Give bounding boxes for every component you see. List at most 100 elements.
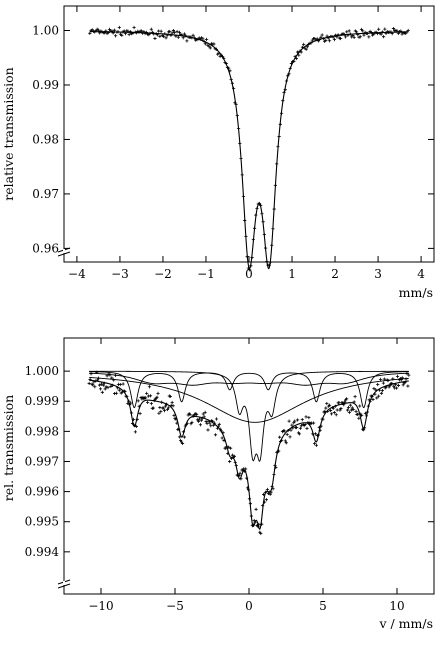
- data-point: [175, 30, 179, 34]
- data-point: [114, 34, 118, 38]
- x-tick-label: 0: [245, 267, 253, 281]
- data-point: [199, 418, 203, 422]
- data-point: [386, 378, 390, 383]
- data-point: [134, 424, 138, 429]
- data-point: [164, 36, 168, 40]
- data-point: [297, 432, 302, 436]
- data-point: [329, 412, 334, 416]
- data-point: [285, 432, 289, 437]
- y-tick-label: 0.97: [32, 187, 59, 201]
- data-point: [178, 435, 182, 439]
- data-point: [293, 419, 297, 423]
- data-point: [162, 406, 166, 410]
- data-point: [217, 422, 221, 426]
- bottom-subspectra: [89, 370, 409, 462]
- data-point: [254, 507, 258, 511]
- x-tick-label: −10: [88, 599, 113, 613]
- data-point: [283, 439, 287, 443]
- data-point: [140, 397, 144, 401]
- data-point: [345, 30, 349, 34]
- data-point: [391, 377, 395, 381]
- data-point: [170, 400, 174, 405]
- data-point: [173, 30, 177, 34]
- data-point: [229, 446, 233, 450]
- data-point: [103, 387, 107, 391]
- data-point: [120, 390, 124, 394]
- data-point: [168, 394, 172, 399]
- data-point: [298, 426, 302, 430]
- data-point: [376, 382, 380, 387]
- data-point: [110, 376, 114, 380]
- data-point: [356, 412, 360, 416]
- data-point: [348, 403, 352, 407]
- data-point: [383, 27, 387, 31]
- data-point: [232, 454, 236, 458]
- data-point: [295, 425, 299, 430]
- bottom-measured-points: [87, 370, 411, 536]
- data-point: [312, 421, 316, 425]
- data-point: [146, 400, 150, 404]
- top-measured-points: [88, 25, 410, 272]
- data-point: [91, 383, 95, 387]
- data-point: [212, 423, 216, 427]
- y-tick-label: 0.999: [25, 394, 59, 408]
- data-point: [213, 433, 218, 437]
- data-point: [207, 44, 211, 48]
- data-point: [99, 382, 104, 386]
- data-point: [338, 408, 342, 412]
- data-point: [98, 387, 103, 391]
- data-point: [259, 531, 263, 536]
- data-point: [159, 410, 163, 414]
- data-point: [230, 453, 235, 457]
- data-point: [157, 411, 161, 415]
- data-point: [190, 420, 194, 424]
- data-point: [144, 396, 148, 400]
- data-point: [196, 419, 201, 423]
- subspectrum-curve: [89, 372, 409, 386]
- data-point: [307, 416, 311, 420]
- data-point: [104, 385, 108, 389]
- bottom-y-axis-label: rel. transmission: [1, 395, 16, 502]
- data-point: [106, 385, 110, 390]
- data-point: [163, 408, 167, 413]
- data-point: [203, 410, 207, 414]
- data-point: [382, 377, 386, 381]
- data-point: [347, 29, 351, 33]
- axis-break-mark: [57, 583, 71, 589]
- data-point: [346, 406, 351, 410]
- data-point: [177, 30, 182, 34]
- fit-line: [89, 379, 409, 530]
- fit-line: [89, 31, 409, 270]
- data-point: [212, 42, 216, 46]
- data-point: [89, 372, 93, 376]
- data-point: [265, 487, 269, 492]
- data-point: [337, 401, 341, 405]
- data-point: [328, 403, 332, 407]
- data-point: [345, 408, 350, 412]
- top-plot-frame: [63, 5, 435, 263]
- data-point: [351, 407, 355, 412]
- subspectrum-curve: [89, 376, 409, 423]
- data-point: [300, 418, 304, 422]
- data-point: [372, 386, 376, 391]
- data-point: [401, 383, 405, 387]
- x-tick-label: 0: [245, 599, 253, 613]
- data-point: [347, 410, 352, 414]
- x-tick-label: 1: [288, 267, 296, 281]
- top-fit-curve: [89, 31, 409, 270]
- data-point: [93, 385, 97, 389]
- data-point: [278, 435, 282, 439]
- top-y-axis-label: relative transmission: [1, 67, 16, 200]
- data-point: [121, 382, 125, 386]
- data-point: [132, 25, 136, 30]
- data-point: [268, 492, 272, 496]
- data-point: [394, 386, 399, 390]
- data-point: [163, 404, 168, 408]
- data-point: [171, 28, 175, 33]
- bottom-spectrum-panel: −10 −5 0 5 10 0.994 0.995 0.996 0.997 0.998 0.999 1…: [1, 337, 435, 631]
- data-point: [139, 29, 144, 33]
- data-point: [112, 378, 116, 382]
- bottom-fit-curve: [89, 379, 409, 530]
- data-point: [290, 423, 294, 427]
- data-point: [117, 388, 121, 392]
